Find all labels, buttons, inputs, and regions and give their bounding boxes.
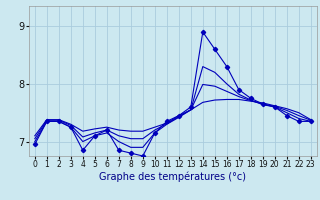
X-axis label: Graphe des températures (°c): Graphe des températures (°c) (99, 172, 246, 182)
